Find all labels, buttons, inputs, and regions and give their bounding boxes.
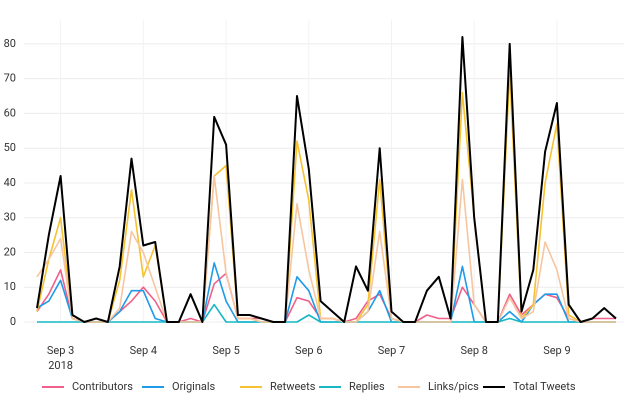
x-tick-label: Sep 5 [212, 344, 239, 357]
x-tick-label: Sep 3 [47, 344, 74, 357]
y-tick-label: 50 [4, 141, 16, 154]
y-tick-label: 70 [4, 72, 16, 85]
series-line [36, 36, 617, 323]
x-tick-label: Sep 4 [130, 344, 157, 357]
x-tick-label: Sep 7 [378, 344, 405, 357]
y-tick-label: 80 [4, 37, 16, 50]
series-line [36, 175, 616, 323]
x-tick-label: Sep 9 [543, 344, 570, 357]
legend-label: Originals [172, 380, 216, 393]
legend-label: Retweets [270, 380, 316, 393]
y-tick-label: 0 [10, 315, 16, 328]
legend-label: Replies [349, 380, 385, 393]
legend-label: Links/pics [428, 380, 479, 393]
y-tick-label: 40 [4, 176, 16, 189]
y-tick-label: 20 [4, 245, 16, 258]
legend-label: Contributors [72, 380, 133, 393]
x-tick-label: Sep 6 [295, 344, 322, 357]
y-tick-label: 60 [4, 106, 16, 119]
y-tick-label: 30 [4, 211, 16, 224]
x-year-label: 2018 [48, 359, 73, 372]
legend-label: Total Tweets [513, 380, 576, 393]
series-line [37, 303, 616, 323]
x-tick-label: Sep 8 [460, 344, 487, 357]
y-tick-label: 10 [4, 280, 16, 293]
